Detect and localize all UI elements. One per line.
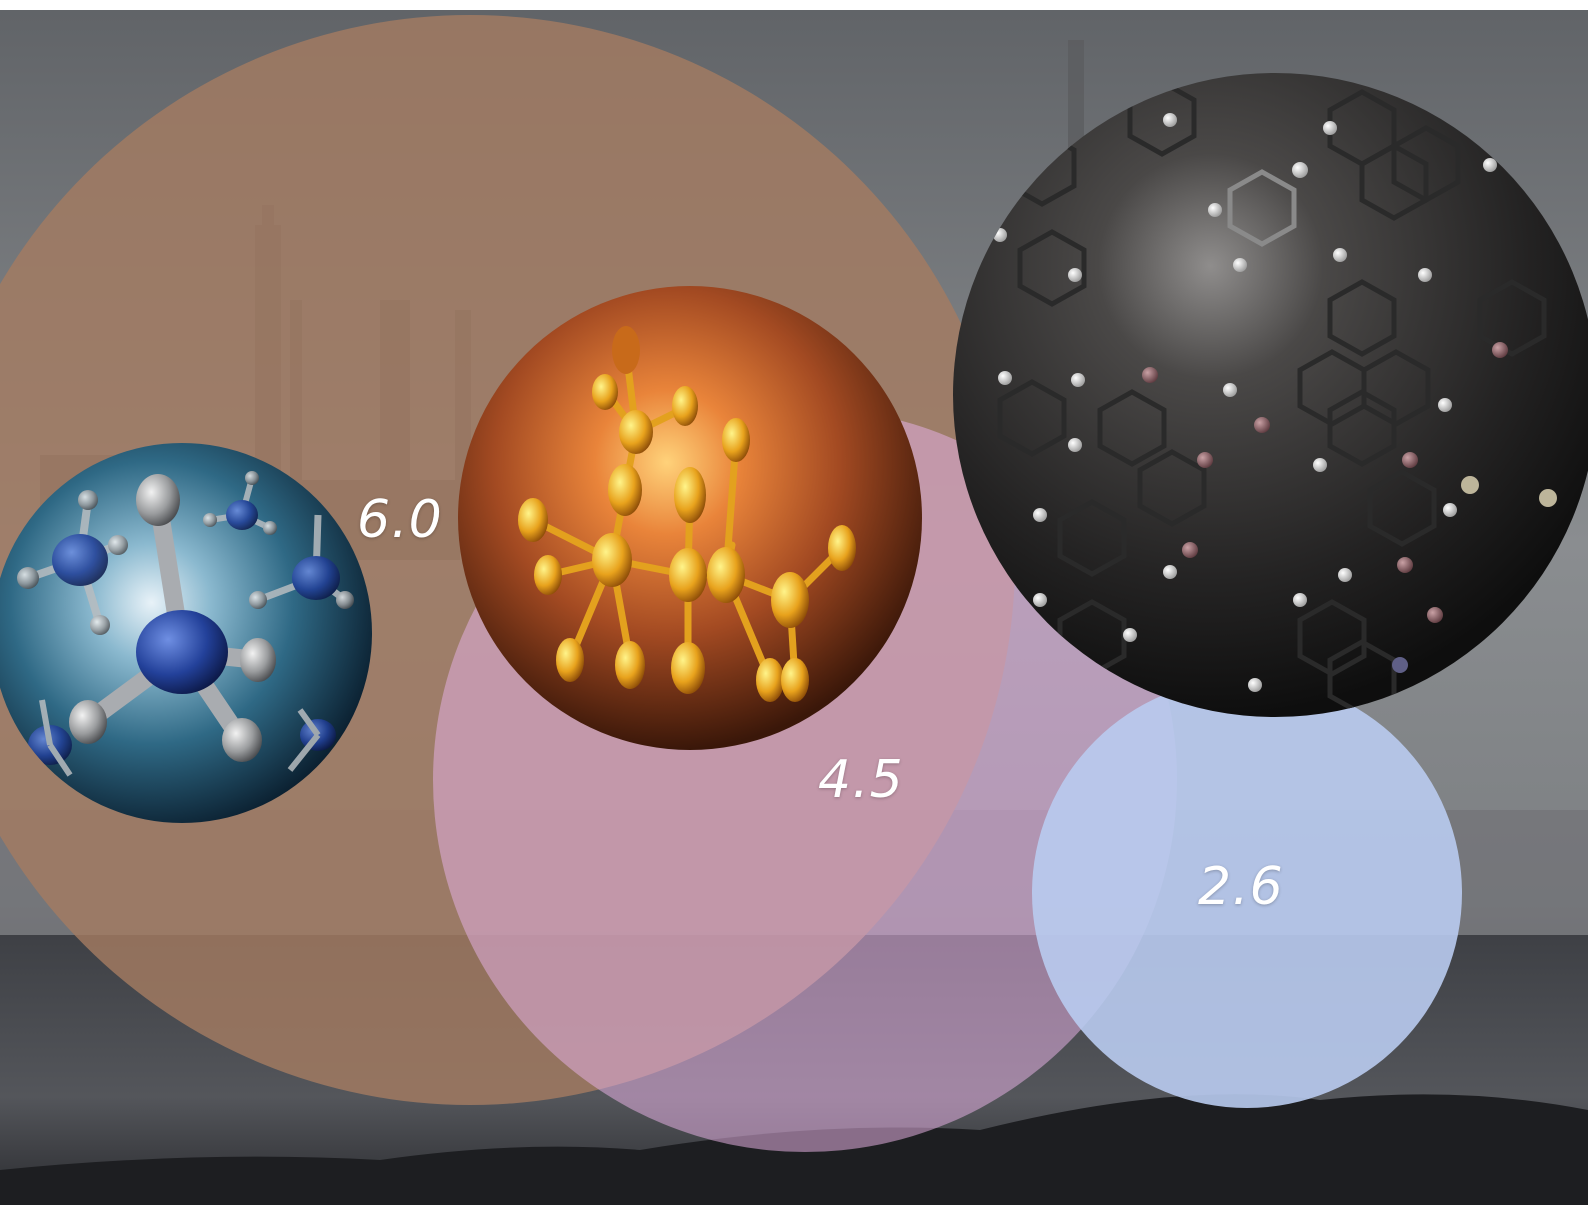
hydrocarbon-sphere xyxy=(458,286,922,750)
small-bubble xyxy=(1032,678,1462,1108)
methane-sphere xyxy=(0,443,372,823)
branched-hydrocarbon-molecule xyxy=(518,326,856,702)
aromatic-sphere xyxy=(953,73,1588,717)
methane-molecule xyxy=(17,471,354,777)
